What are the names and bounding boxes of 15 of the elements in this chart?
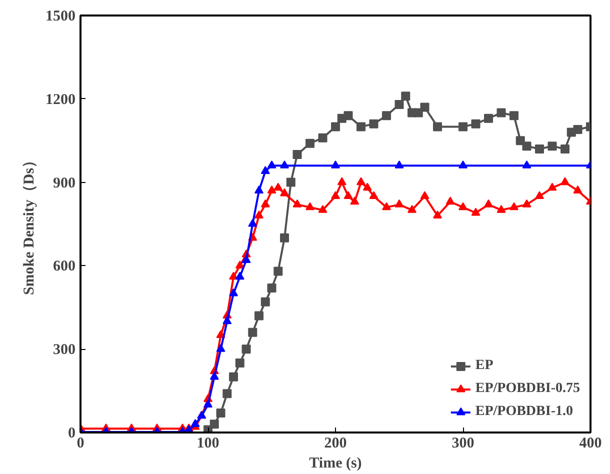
y-tick-label: 0	[68, 426, 76, 442]
y-tick-label: 1500	[46, 8, 76, 24]
y-tick-label: 1200	[46, 92, 76, 108]
y-axis-title: Smoke Density（Ds）	[22, 152, 38, 296]
y-tick-label: 300	[53, 342, 76, 358]
legend-label: EP	[475, 358, 494, 374]
x-tick-label: 400	[579, 436, 602, 452]
y-tick-label: 900	[53, 175, 76, 192]
legend-label: EP/POBDBI-1.0	[475, 404, 573, 420]
legend-label: EP/POBDBI-0.75	[475, 381, 580, 397]
x-axis-title: Time (s)	[309, 456, 362, 472]
x-tick-label: 100	[196, 436, 220, 452]
x-tick-label: 300	[452, 436, 474, 452]
y-tick-label: 600	[53, 258, 76, 275]
x-tick-label: 200	[324, 436, 347, 452]
